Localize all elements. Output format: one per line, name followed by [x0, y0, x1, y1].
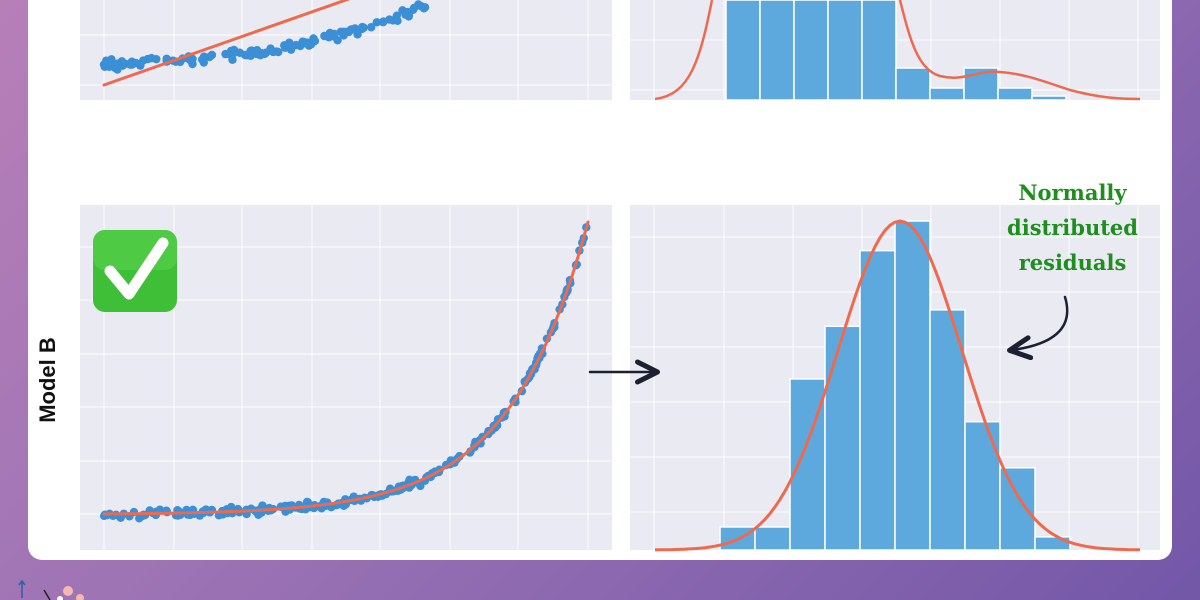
annotation-line-1: Normally [1018, 180, 1127, 205]
scatter-point [104, 62, 114, 72]
scatter-point [333, 36, 342, 45]
histogram-bar [964, 420, 1001, 551]
histogram-bar [999, 467, 1036, 551]
histogram-bar [725, 0, 761, 101]
curved-arrow-icon [1007, 295, 1069, 361]
model-a-fit-plot [80, 0, 612, 100]
gridlines [80, 0, 1160, 550]
scatter-point [408, 5, 418, 14]
histogram-bar [894, 220, 931, 551]
model-label: Model B [35, 337, 60, 423]
scatter-point [366, 23, 376, 32]
histogram-bar [895, 67, 931, 101]
exponential-fit-curve [102, 220, 590, 516]
histogram-bar [929, 87, 965, 101]
scatter-point [353, 30, 362, 39]
scatter-point [298, 37, 307, 46]
scatter-point [358, 23, 367, 33]
brand-logo-icon [18, 579, 84, 600]
scatter-point [286, 40, 295, 49]
scatter-point [138, 56, 148, 65]
scatter-point [379, 17, 388, 26]
scatter-point [347, 25, 357, 34]
histogram-bar [997, 87, 1033, 101]
scatter-point [135, 514, 144, 523]
density-curve [654, 0, 1141, 101]
histogram-bar [929, 309, 966, 551]
check-mark-button-icon [93, 230, 177, 312]
annotation-line-3: residuals [1018, 250, 1127, 275]
scatter-point [131, 58, 141, 68]
scatter-point [226, 46, 236, 56]
histogram-bar [754, 526, 791, 551]
scatter-point [416, 1, 426, 11]
fit-curves [102, 0, 1141, 552]
scatter-point [205, 52, 214, 62]
histogram-bar [827, 0, 863, 101]
scatter-point [266, 46, 275, 55]
scatter-point [416, 481, 425, 491]
normal-density-curve [654, 219, 1140, 552]
scatter-point [326, 30, 335, 39]
histogram-bar [793, 0, 829, 101]
histogram-bar [1031, 95, 1067, 101]
histogram-bar [861, 0, 897, 101]
scatter-point [393, 16, 402, 26]
scatter-point [405, 475, 414, 485]
histogram-bar [859, 249, 896, 551]
scatter-point [372, 18, 381, 27]
scatter-point [242, 51, 252, 60]
residuals-annotation: Normally distributed residuals [985, 175, 1160, 280]
scatter-point [252, 45, 262, 55]
scatter-point [402, 9, 412, 19]
linear-fit-line [102, 0, 351, 87]
histogram-bar [824, 325, 861, 551]
histogram-bar [759, 0, 795, 101]
annotation-line-2: distributed [1007, 215, 1138, 240]
scatter-point [113, 59, 123, 68]
